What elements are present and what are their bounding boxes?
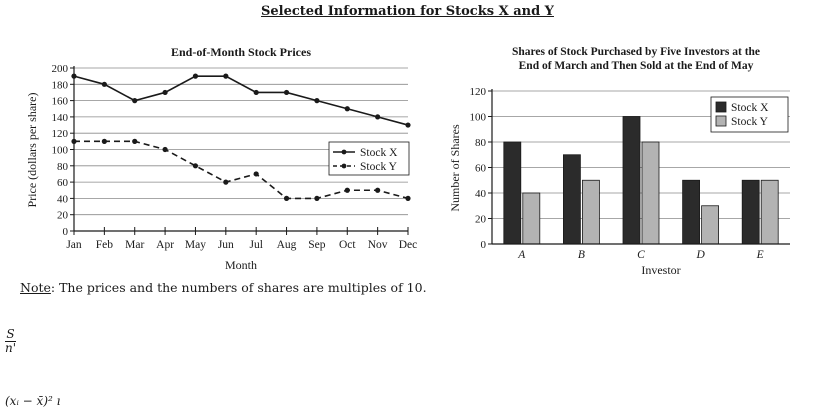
- fraction-numerator: S: [5, 327, 17, 342]
- bar-chart-y-tick-label: 0: [481, 239, 487, 251]
- line-chart-y-tick-label: 60: [57, 177, 69, 189]
- line-point-stock-x: [344, 106, 350, 112]
- line-chart-x-tick-label: Apr: [156, 239, 174, 251]
- legend-label: Stock Y: [731, 116, 769, 128]
- bar-chart-y-tick-label: 60: [475, 163, 487, 175]
- line-chart-y-tick-label: 80: [57, 161, 69, 173]
- chart-note: Note: The prices and the numbers of shar…: [20, 280, 427, 295]
- line-chart-x-axis-label: Month: [225, 258, 257, 272]
- bar-chart-x-tick-label: E: [756, 249, 764, 261]
- line-chart-x-tick-label: Jul: [249, 239, 262, 251]
- line-chart-x-tick-label: May: [185, 239, 206, 251]
- line-chart-y-axis-label: Price (dollars per share): [25, 93, 39, 208]
- line-point-stock-y: [132, 138, 138, 144]
- bar-chart-y-tick-label: 20: [475, 214, 487, 226]
- legend-point-swatch: [341, 149, 347, 155]
- line-series-stock-y: [74, 140, 409, 200]
- line-chart-y-tick-label: 200: [52, 63, 69, 75]
- line-chart-title: End-of-Month Stock Prices: [171, 45, 311, 59]
- bar-chart-y-axis-label: Number of Shares: [448, 124, 462, 212]
- formula-fragment-deviation: (xᵢ − x̄)² ı: [5, 394, 61, 408]
- legend-label: Stock X: [360, 147, 398, 159]
- line-chart-x-tick-label: Dec: [399, 239, 418, 251]
- line-point-stock-x: [162, 89, 168, 96]
- bar-chart-y-tick-label: 40: [475, 188, 487, 200]
- bar-stock-x: [563, 154, 581, 245]
- line-point-stock-y: [375, 187, 381, 193]
- bar-chart-y-tick-label: 100: [470, 112, 487, 124]
- line-chart-y-tick-label: 20: [57, 210, 69, 222]
- legend-bar-swatch: [715, 115, 727, 127]
- line-point-stock-x: [375, 114, 381, 120]
- legend-point-swatch: [341, 163, 347, 169]
- bar-chart-x-tick-label: A: [517, 249, 526, 261]
- line-chart-x-tick-label: Aug: [277, 239, 297, 251]
- line-point-stock-y: [253, 171, 259, 177]
- line-chart-x-tick-label: Oct: [339, 239, 356, 251]
- line-point-stock-x: [192, 73, 199, 79]
- line-chart-y-tick-label: 160: [52, 96, 69, 108]
- bar-chart-x-axis-label: Investor: [641, 263, 680, 277]
- bar-stock-x: [503, 141, 522, 245]
- line-chart-y-tick-label: 0: [63, 226, 69, 238]
- note-label: Note: [20, 280, 51, 295]
- line-chart-x-tick-label: Nov: [368, 239, 388, 251]
- line-point-stock-y: [71, 138, 77, 144]
- bar-chart-y-tick-label: 80: [475, 137, 487, 149]
- fraction-denominator: n': [5, 341, 17, 355]
- line-chart-y-tick-label: 40: [57, 193, 69, 205]
- line-point-stock-y: [405, 195, 411, 201]
- line-chart-x-tick-label: Feb: [96, 239, 114, 251]
- line-point-stock-x: [71, 73, 77, 79]
- bar-stock-x: [741, 179, 760, 245]
- line-chart-legend: [328, 141, 410, 176]
- line-point-stock-x: [253, 89, 259, 96]
- legend-bar-swatch: [715, 101, 727, 113]
- line-point-stock-x: [132, 98, 138, 104]
- line-point-stock-y: [223, 179, 229, 185]
- line-point-stock-x: [223, 73, 229, 79]
- bar-chart-title-line: End of March and Then Sold at the End of…: [519, 60, 754, 72]
- bar-stock-y: [522, 192, 541, 245]
- line-point-stock-x: [283, 89, 290, 96]
- bar-stock-x: [622, 116, 641, 245]
- bar-chart-x-tick-label: C: [637, 249, 645, 261]
- bar-stock-y: [582, 179, 600, 245]
- bar-chart-x-tick-label: D: [695, 249, 705, 261]
- bar-stock-y: [760, 179, 779, 245]
- legend-label: Stock X: [731, 102, 769, 114]
- line-point-stock-y: [192, 163, 199, 169]
- line-point-stock-y: [101, 138, 107, 144]
- legend-label: Stock Y: [360, 161, 398, 173]
- line-point-stock-y: [344, 187, 350, 193]
- line-point-stock-x: [314, 98, 320, 104]
- formula-fragment-fraction: S n': [5, 327, 17, 355]
- line-chart-y-tick-label: 100: [52, 145, 69, 157]
- line-point-stock-x: [101, 81, 107, 87]
- bar-chart-y-tick-label: 120: [470, 86, 487, 98]
- line-series-stock-x: [73, 75, 409, 126]
- bar-stock-x: [682, 179, 700, 245]
- note-text: : The prices and the numbers of shares a…: [50, 280, 427, 295]
- line-chart-y-tick-label: 120: [52, 128, 69, 140]
- bar-stock-y: [701, 205, 719, 245]
- bar-chart-title-line: Shares of Stock Purchased by Five Invest…: [512, 46, 760, 58]
- line-chart-x-tick-label: Jun: [218, 239, 234, 251]
- line-point-stock-x: [405, 122, 411, 128]
- line-point-stock-y: [162, 146, 168, 153]
- line-chart-x-tick-label: Sep: [308, 239, 326, 251]
- line-chart-y-tick-label: 140: [52, 112, 69, 124]
- bar-chart-x-tick-label: B: [578, 249, 585, 261]
- line-chart-x-tick-label: Jan: [66, 239, 82, 251]
- line-chart-y-tick-label: 180: [52, 79, 69, 91]
- bar-stock-y: [641, 141, 660, 245]
- line-point-stock-y: [283, 195, 290, 201]
- page-title: Selected Information for Stocks X and Y: [261, 4, 554, 19]
- line-chart-x-tick-label: Mar: [125, 239, 144, 251]
- line-point-stock-y: [314, 195, 320, 201]
